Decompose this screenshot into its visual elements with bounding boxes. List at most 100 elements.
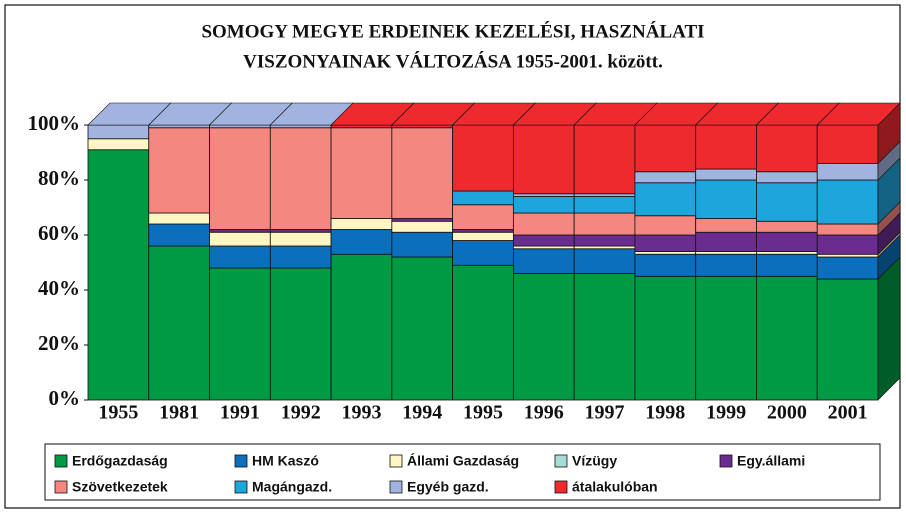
bar-segment xyxy=(816,234,879,255)
bar-segment xyxy=(512,193,575,197)
legend-swatch xyxy=(389,480,403,494)
bar-segment xyxy=(634,215,697,236)
legend-swatch xyxy=(234,454,248,468)
bar-segment xyxy=(756,275,818,401)
bar-segment xyxy=(573,245,636,250)
y-tick-label: 40% xyxy=(38,276,80,300)
bar-segment xyxy=(634,275,697,401)
bar-segment xyxy=(634,182,697,217)
x-tick-label: 1955 xyxy=(98,402,138,424)
bar-segment xyxy=(634,251,697,255)
bar-segment xyxy=(209,124,271,129)
legend-label: Vízügy xyxy=(572,453,617,469)
bar-segment xyxy=(269,229,332,233)
bar-segment xyxy=(695,275,757,401)
bar-segment xyxy=(816,256,879,280)
bar-segment xyxy=(269,124,332,129)
bar-segment xyxy=(148,212,210,225)
bar-segment xyxy=(452,190,514,206)
bar-segment xyxy=(391,256,454,401)
bar-segment xyxy=(148,223,210,247)
bar-segment xyxy=(148,124,210,129)
bar-segment xyxy=(391,218,454,222)
bar-segment xyxy=(695,251,757,255)
bar-segment xyxy=(87,124,150,140)
bar-segment xyxy=(269,245,332,269)
bar-segment xyxy=(330,253,393,401)
bar-segment xyxy=(452,231,514,241)
bar-segment xyxy=(695,218,757,233)
bar-segment xyxy=(756,251,818,255)
bar-segment xyxy=(695,179,757,219)
bar-segment xyxy=(391,231,454,258)
chart-title: SOMOGY MEGYE ERDEINEK KEZELÉSI, HASZNÁLA… xyxy=(201,20,704,42)
bar-segment xyxy=(573,212,636,236)
bar-segment xyxy=(452,240,514,266)
bar-segment xyxy=(634,171,697,184)
bar-segment xyxy=(634,124,697,173)
x-tick-label: 1997 xyxy=(585,402,625,424)
bar-segment xyxy=(330,124,393,129)
bar-segment xyxy=(756,220,818,233)
bar-side xyxy=(877,256,901,401)
bar-segment xyxy=(634,253,697,277)
bar-segment xyxy=(573,124,636,195)
legend-swatch xyxy=(389,454,403,468)
bar-segment xyxy=(573,234,636,247)
bar-segment xyxy=(209,245,271,269)
bar-segment xyxy=(756,171,818,184)
legend-label: Magángazd. xyxy=(252,479,332,495)
bar-segment xyxy=(209,229,271,233)
bar-segment xyxy=(816,179,879,225)
legend-swatch xyxy=(554,454,568,468)
bar-segment xyxy=(816,163,879,181)
bar-segment xyxy=(148,245,210,401)
chart-title: VISZONYAINAK VÁLTOZÁSA 1955-2001. között… xyxy=(243,50,663,72)
bar-segment xyxy=(512,196,575,214)
legend-label: Állami Gazdaság xyxy=(407,453,519,469)
legend-swatch xyxy=(554,480,568,494)
y-tick-label: 60% xyxy=(38,221,80,245)
legend-box xyxy=(44,443,881,501)
bar-segment xyxy=(209,127,271,230)
bar-segment xyxy=(512,248,575,274)
bar-segment xyxy=(634,234,697,252)
legend-swatch xyxy=(234,480,248,494)
bar-segment xyxy=(695,124,757,170)
y-tick-label: 100% xyxy=(28,111,81,135)
bar-segment xyxy=(512,234,575,247)
legend-label: HM Kaszó xyxy=(252,453,319,469)
bar-segment xyxy=(87,138,150,151)
bar-segment xyxy=(816,223,879,236)
bar-segment xyxy=(269,267,332,401)
bar-segment xyxy=(573,193,636,197)
bar-segment xyxy=(452,229,514,233)
bar-segment xyxy=(330,127,393,219)
x-tick-label: 2001 xyxy=(828,402,868,424)
x-tick-label: 1995 xyxy=(463,402,503,424)
x-tick-label: 1999 xyxy=(706,402,746,424)
legend-swatch xyxy=(54,454,68,468)
x-tick-label: 1992 xyxy=(281,402,321,424)
bar-segment xyxy=(573,273,636,401)
bar-segment xyxy=(209,231,271,247)
y-tick-label: 20% xyxy=(38,331,80,355)
bar-segment xyxy=(391,220,454,233)
x-tick-label: 1994 xyxy=(402,402,442,424)
y-tick-label: 0% xyxy=(49,386,81,410)
y-tick-label: 80% xyxy=(38,166,80,190)
x-tick-label: 1998 xyxy=(645,402,685,424)
bar-segment xyxy=(330,229,393,255)
bar-segment xyxy=(756,182,818,222)
bar-segment xyxy=(573,248,636,274)
bar-segment xyxy=(391,124,454,129)
bar-segment xyxy=(816,124,879,164)
bar-segment xyxy=(209,267,271,401)
bar-segment xyxy=(756,231,818,252)
legend-label: átalakulóban xyxy=(572,479,658,495)
bar-segment xyxy=(573,196,636,214)
x-tick-label: 1981 xyxy=(159,402,199,424)
bar-segment xyxy=(269,127,332,230)
bar-top xyxy=(816,102,901,126)
